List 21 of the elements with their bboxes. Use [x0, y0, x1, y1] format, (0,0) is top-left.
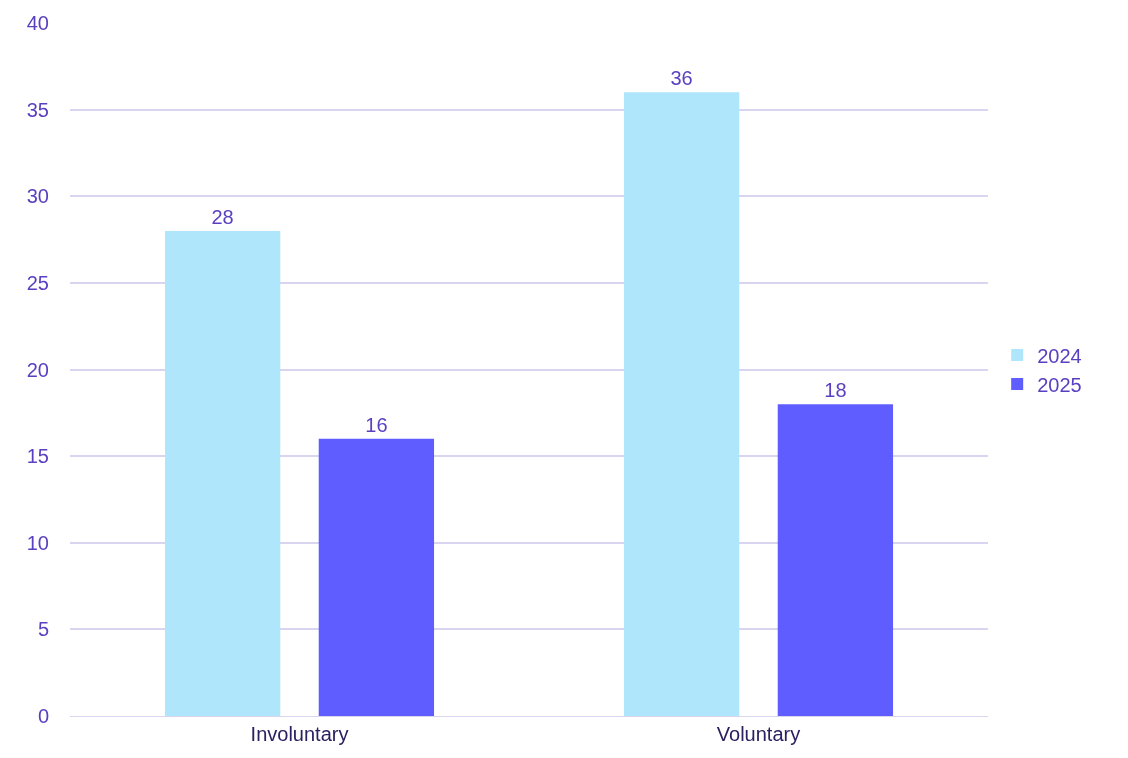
legend-label: 2024	[1037, 344, 1082, 367]
data-label: 36	[670, 67, 693, 90]
bar	[318, 438, 435, 716]
y-tick-label: 15	[26, 445, 49, 468]
y-tick-label: 30	[26, 185, 49, 208]
bar	[777, 404, 894, 716]
bar	[164, 230, 281, 716]
y-tick-label: 20	[26, 358, 49, 381]
y-tick-label: 5	[37, 618, 49, 641]
bar	[623, 92, 740, 716]
legend-label: 2025	[1037, 373, 1082, 396]
y-tick-label: 0	[37, 705, 49, 727]
data-label: 28	[211, 205, 234, 228]
y-tick-label: 10	[26, 531, 49, 554]
data-label: 18	[824, 379, 847, 402]
y-tick-label: 40	[26, 12, 49, 34]
data-label: 16	[365, 413, 388, 436]
x-tick-label: Involuntary	[250, 723, 349, 745]
y-tick-label: 25	[26, 271, 49, 294]
y-tick-label: 35	[26, 98, 49, 121]
x-tick-label: Voluntary	[716, 723, 801, 745]
